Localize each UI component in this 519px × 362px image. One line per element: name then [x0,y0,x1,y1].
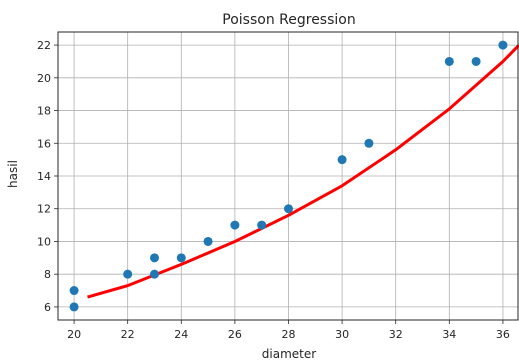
data-point [123,269,133,279]
chart-title: Poisson Regression [222,12,355,28]
y-tick-label: 12 [37,203,51,216]
data-point [498,40,508,50]
y-tick-label: 10 [37,235,51,248]
data-point [69,286,79,296]
data-point [230,220,240,230]
x-tick-label: 20 [67,328,81,341]
data-point [149,253,159,263]
x-tick-label: 28 [282,328,296,341]
x-axis-ticks: 20 22 24 26 28 30 32 34 36 [67,320,510,341]
data-point [149,269,159,279]
data-point [444,56,454,66]
data-point [176,253,186,263]
x-tick-label: 30 [335,328,349,341]
data-point [257,220,267,230]
y-axis-ticks: 6 8 10 12 14 16 18 20 22 [37,39,58,314]
x-tick-label: 32 [389,328,403,341]
y-tick-label: 8 [44,268,51,281]
x-tick-label: 22 [121,328,135,341]
x-axis-label: diameter [262,347,316,361]
y-tick-label: 22 [37,39,51,52]
y-tick-label: 18 [37,105,51,118]
y-axis-label: hasil [6,160,20,188]
data-point [471,56,481,66]
x-tick-label: 34 [442,328,456,341]
data-point [284,204,293,214]
scatter-points [69,40,508,312]
y-tick-label: 6 [44,301,51,314]
y-tick-label: 14 [37,170,51,183]
data-point [364,138,374,148]
data-point [203,236,213,246]
data-point [337,155,347,165]
x-tick-label: 36 [496,328,510,341]
y-tick-label: 16 [37,137,51,150]
x-tick-label: 24 [174,328,188,341]
y-tick-label: 20 [37,72,51,85]
x-tick-label: 26 [228,328,242,341]
data-point [69,302,79,312]
